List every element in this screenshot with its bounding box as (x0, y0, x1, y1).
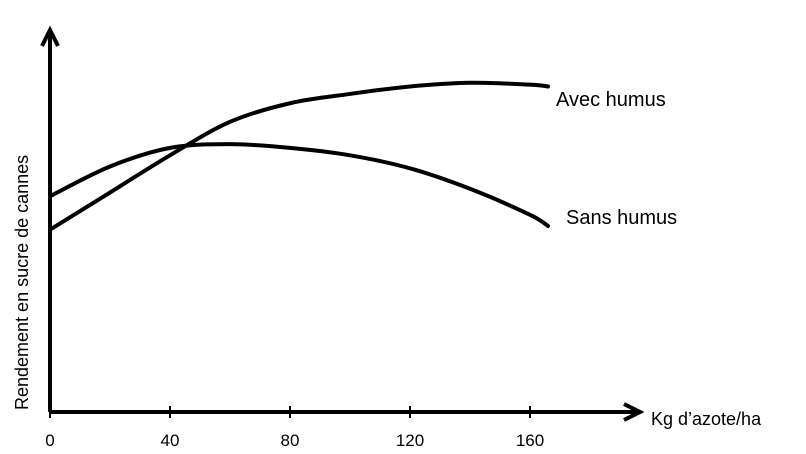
series-label-avec-humus: Avec humus (556, 89, 666, 111)
x-tick-label: 40 (161, 431, 180, 450)
x-tick-label: 0 (45, 431, 54, 450)
x-axis-arrow (623, 402, 645, 422)
series-label-sans-humus: Sans humus (566, 207, 677, 229)
series-group: Avec humus Sans humus (48, 80, 677, 232)
y-axis-label: Rendement en sucre de cannes (12, 155, 32, 410)
x-tick-label: 160 (516, 431, 544, 450)
y-axis-arrow (40, 25, 60, 47)
x-tick-label: 80 (281, 431, 300, 450)
x-ticks: 0 40 80 120 160 (45, 406, 544, 450)
axes (40, 25, 645, 422)
series-line-sans-humus (48, 142, 550, 228)
x-tick-label: 120 (396, 431, 424, 450)
series-line-avec-humus (48, 80, 550, 232)
x-axis-label: Kg d’azote/ha (651, 409, 762, 429)
